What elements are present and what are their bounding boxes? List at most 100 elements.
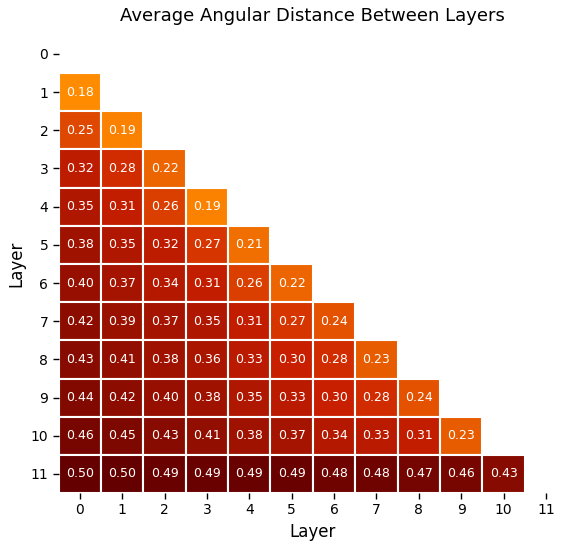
- Bar: [398, 416, 440, 455]
- Text: 0.49: 0.49: [151, 467, 179, 481]
- Bar: [313, 455, 355, 493]
- Text: 0.38: 0.38: [235, 429, 263, 442]
- Text: 0.39: 0.39: [108, 315, 136, 328]
- Bar: [186, 379, 228, 416]
- Text: 0.37: 0.37: [150, 315, 179, 328]
- Text: 0.49: 0.49: [193, 467, 221, 481]
- Bar: [270, 455, 313, 493]
- Text: 0.49: 0.49: [235, 467, 263, 481]
- Text: 0.31: 0.31: [405, 429, 433, 442]
- Bar: [186, 226, 228, 264]
- Bar: [101, 187, 144, 226]
- Bar: [228, 455, 270, 493]
- Text: 0.32: 0.32: [151, 238, 179, 252]
- Text: 0.50: 0.50: [108, 467, 136, 481]
- Bar: [59, 111, 101, 150]
- Bar: [144, 150, 186, 187]
- Text: 0.25: 0.25: [66, 124, 94, 137]
- Bar: [144, 340, 186, 379]
- Bar: [101, 455, 144, 493]
- X-axis label: Layer: Layer: [290, 523, 336, 541]
- Text: 0.28: 0.28: [108, 162, 136, 175]
- Bar: [186, 264, 228, 302]
- Text: 0.50: 0.50: [66, 467, 94, 481]
- Text: 0.30: 0.30: [278, 353, 305, 366]
- Bar: [186, 302, 228, 340]
- Bar: [101, 150, 144, 187]
- Text: 0.27: 0.27: [193, 238, 221, 252]
- Bar: [186, 455, 228, 493]
- Text: 0.21: 0.21: [235, 238, 263, 252]
- Text: 0.28: 0.28: [320, 353, 348, 366]
- Text: 0.41: 0.41: [108, 353, 136, 366]
- Text: 0.35: 0.35: [193, 315, 221, 328]
- Text: 0.35: 0.35: [66, 200, 94, 213]
- Bar: [270, 264, 313, 302]
- Bar: [228, 264, 270, 302]
- Text: 0.35: 0.35: [108, 238, 136, 252]
- Text: 0.37: 0.37: [108, 277, 136, 289]
- Text: 0.48: 0.48: [320, 467, 348, 481]
- Text: 0.31: 0.31: [193, 277, 221, 289]
- Text: 0.47: 0.47: [405, 467, 433, 481]
- Text: 0.38: 0.38: [150, 353, 179, 366]
- Bar: [398, 455, 440, 493]
- Text: 0.46: 0.46: [447, 467, 475, 481]
- Bar: [482, 455, 525, 493]
- Bar: [59, 379, 101, 416]
- Bar: [101, 111, 144, 150]
- Text: 0.48: 0.48: [362, 467, 390, 481]
- Bar: [270, 416, 313, 455]
- Text: 0.22: 0.22: [151, 162, 179, 175]
- Bar: [313, 416, 355, 455]
- Bar: [101, 302, 144, 340]
- Text: 0.19: 0.19: [193, 200, 221, 213]
- Bar: [186, 187, 228, 226]
- Text: 0.40: 0.40: [66, 277, 94, 289]
- Text: 0.41: 0.41: [193, 429, 221, 442]
- Bar: [355, 416, 398, 455]
- Bar: [144, 264, 186, 302]
- Text: 0.22: 0.22: [278, 277, 305, 289]
- Text: 0.43: 0.43: [490, 467, 517, 481]
- Bar: [144, 187, 186, 226]
- Text: 0.33: 0.33: [278, 391, 305, 404]
- Text: 0.32: 0.32: [66, 162, 94, 175]
- Bar: [313, 340, 355, 379]
- Bar: [144, 416, 186, 455]
- Bar: [228, 340, 270, 379]
- Bar: [101, 416, 144, 455]
- Bar: [101, 340, 144, 379]
- Bar: [313, 302, 355, 340]
- Bar: [270, 340, 313, 379]
- Bar: [313, 379, 355, 416]
- Bar: [101, 379, 144, 416]
- Text: 0.30: 0.30: [320, 391, 348, 404]
- Text: 0.28: 0.28: [362, 391, 390, 404]
- Bar: [440, 416, 482, 455]
- Text: 0.33: 0.33: [363, 429, 390, 442]
- Bar: [59, 340, 101, 379]
- Text: 0.38: 0.38: [193, 391, 221, 404]
- Text: 0.46: 0.46: [66, 429, 94, 442]
- Bar: [355, 379, 398, 416]
- Bar: [270, 379, 313, 416]
- Bar: [144, 302, 186, 340]
- Y-axis label: Layer: Layer: [7, 241, 25, 287]
- Text: 0.27: 0.27: [278, 315, 305, 328]
- Text: 0.33: 0.33: [235, 353, 263, 366]
- Bar: [59, 150, 101, 187]
- Text: 0.38: 0.38: [66, 238, 94, 252]
- Bar: [228, 226, 270, 264]
- Bar: [59, 226, 101, 264]
- Bar: [101, 264, 144, 302]
- Text: 0.36: 0.36: [193, 353, 221, 366]
- Title: Average Angular Distance Between Layers: Average Angular Distance Between Layers: [121, 7, 505, 25]
- Text: 0.43: 0.43: [66, 353, 94, 366]
- Bar: [144, 226, 186, 264]
- Text: 0.18: 0.18: [66, 85, 94, 99]
- Text: 0.23: 0.23: [363, 353, 390, 366]
- Text: 0.45: 0.45: [108, 429, 136, 442]
- Text: 0.43: 0.43: [151, 429, 179, 442]
- Text: 0.24: 0.24: [320, 315, 348, 328]
